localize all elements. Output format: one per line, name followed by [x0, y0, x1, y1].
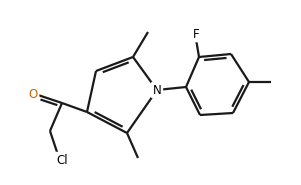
- Text: F: F: [193, 28, 199, 41]
- Text: O: O: [28, 88, 38, 102]
- Text: N: N: [153, 83, 161, 97]
- Text: Cl: Cl: [56, 154, 68, 166]
